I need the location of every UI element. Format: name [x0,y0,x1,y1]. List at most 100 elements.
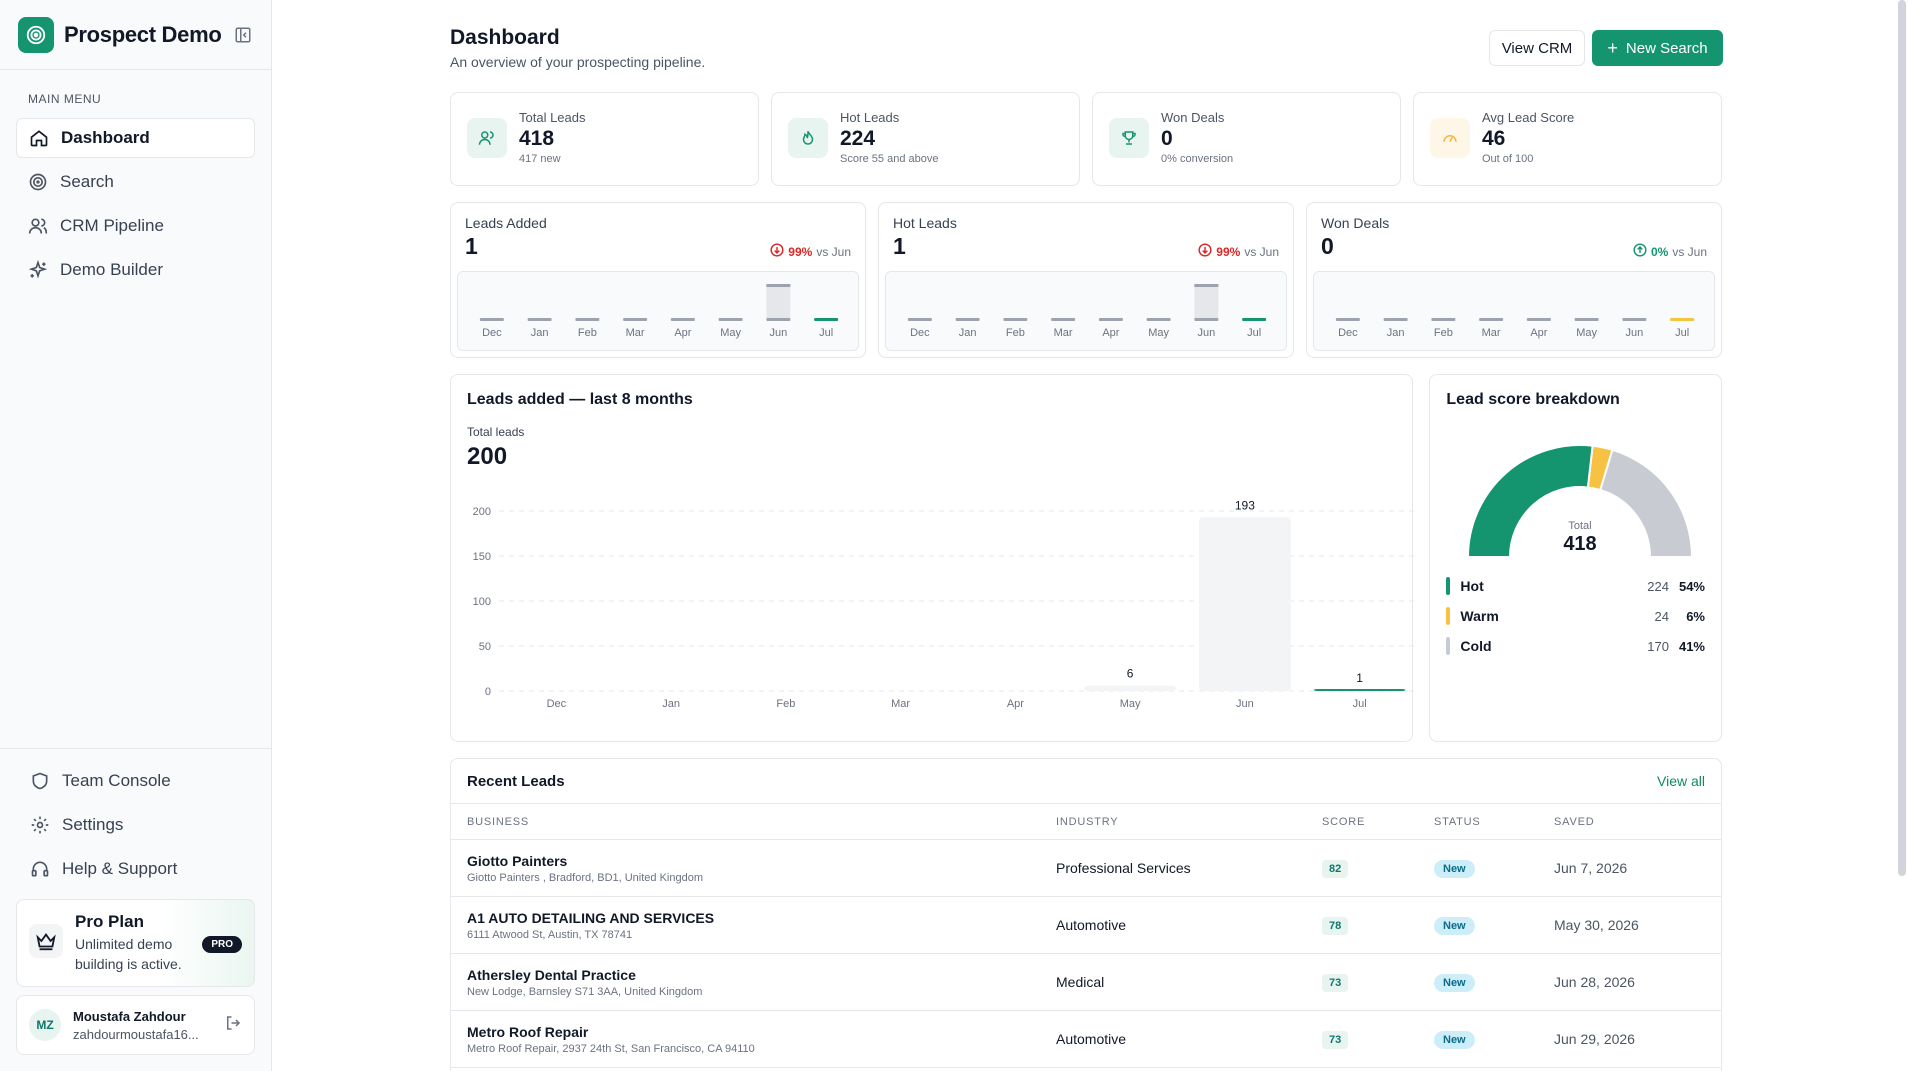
logout-icon[interactable] [224,1014,242,1037]
business-name[interactable]: A1 AUTO DETAILING AND SERVICES [467,909,715,926]
sidebar-item-settings[interactable]: Settings [16,805,255,845]
legend-row-cold: Cold 170 41% [1446,631,1705,661]
trend-value: 1 [465,233,478,259]
charts-row: Leads added — last 8 months Total leads … [450,374,1722,742]
home-icon [29,128,49,148]
stat-sub: Score 55 and above [840,153,939,165]
legend-swatch [1446,577,1451,595]
mini-chart-svg: Dec Jan Feb Mar Apr May Jun Jul [1335,318,1695,339]
sidebar-item-search[interactable]: Search [16,162,255,202]
mini-month-label: Jun [1626,327,1644,339]
trend-pct: 99% [788,244,813,259]
mini-chart: Dec Jan Feb Mar Apr May Jun Jul [885,271,1287,351]
business-address: Giotto Painters , Bradford, BD1, United … [467,871,704,884]
trend-label: Won Deals [1321,215,1390,231]
user-card[interactable]: MZ Moustafa Zahdour zahdourmoustafa16... [16,995,255,1055]
business-name[interactable]: Athersley Dental Practice [467,966,636,983]
stat-value: 0 [1161,127,1173,150]
arrow-down-circle-icon [770,243,784,260]
mini-bar [1526,318,1551,321]
stat-label: Hot Leads [840,110,900,125]
mini-month-label: May [1576,327,1597,339]
column-header[interactable]: STATUS [1434,815,1481,828]
legend-row-hot: Hot 224 54% [1446,571,1705,601]
lead-score-breakdown-card: Lead score breakdown Total 418 Hot 224 5… [1429,374,1722,742]
plan-card[interactable]: Pro Plan Unlimited demo building is acti… [16,899,255,987]
mini-bar-shade [1194,284,1219,318]
table-row[interactable]: Metro Roof Repair Metro Roof Repair, 2937… [451,1011,1721,1068]
trend-value: 1 [893,233,906,259]
new-search-button[interactable]: + New Search [1592,30,1723,66]
view-all-link[interactable]: View all [1657,773,1705,789]
legend-pct: 41% [1678,638,1705,654]
recent-leads-title: Recent Leads [467,772,565,790]
status-badge: New [1434,1030,1475,1049]
mini-bar [1574,318,1599,321]
business-address: New Lodge, Barnsley S71 3AA, United King… [467,985,703,998]
trend-label: Hot Leads [893,215,957,231]
target-icon [28,172,48,192]
legend-name: Hot [1460,578,1484,594]
sidebar-item-team-console[interactable]: Team Console [16,761,255,801]
view-crm-button[interactable]: View CRM [1489,30,1585,66]
app-logo-icon[interactable] [18,16,54,53]
scrollbar-thumb[interactable] [1898,0,1906,876]
mini-month-label: Jan [959,327,977,339]
new-search-label: New Search [1625,39,1708,57]
table-header: BUSINESS INDUSTRY SCORE STATUS SAVED [451,804,1721,840]
recent-leads-header: Recent Leads View all [451,759,1721,804]
industry-cell: Professional Services [1056,860,1191,876]
sparkles-icon [28,260,48,280]
y-tick-label: 150 [473,551,491,563]
donut-total-value: 418 [1564,533,1597,555]
table-row[interactable]: Athersley Dental Practice New Lodge, Barn… [451,954,1721,1011]
avatar: MZ [29,1009,61,1041]
mini-bar [479,318,504,321]
plus-icon: + [1607,38,1618,58]
page-scrollbar[interactable] [1898,0,1906,1071]
legend-count: 170 [1647,638,1669,654]
column-header[interactable]: SAVED [1554,815,1595,828]
mini-bar [907,318,932,321]
mini-month-label: Apr [674,327,691,339]
mini-bar [1622,318,1647,321]
table-row[interactable]: A1 AUTO DETAILING AND SERVICES 6111 Atwoo… [451,897,1721,954]
stat-card-avg-lead-score: Avg Lead Score 46 Out of 100 [1413,92,1722,186]
sidebar-item-dashboard[interactable]: Dashboard [16,118,255,158]
sidebar-item-demo-builder[interactable]: Demo Builder [16,250,255,290]
column-header[interactable]: INDUSTRY [1056,815,1119,828]
legend-pct: 54% [1678,578,1705,594]
column-header[interactable]: BUSINESS [467,815,530,828]
x-tick-label: Jan [662,698,680,710]
trend-delta: 99% vs Jun [770,243,851,260]
column-header[interactable]: SCORE [1322,815,1366,828]
business-name[interactable]: Metro Roof Repair [467,1023,589,1040]
mini-bar-peak [766,284,791,287]
trend-pct: 0% [1650,244,1669,259]
mini-month-label: Feb [1006,327,1025,339]
stat-value: 224 [840,127,876,150]
table-row[interactable]: Giotto Painters Giotto Painters , Bradfor… [451,840,1721,897]
sidebar-item-help-support[interactable]: Help & Support [16,849,255,889]
stats-row: Total Leads 418 417 new Hot Leads 224 Sc… [450,92,1722,186]
main-menu: Dashboard Search CRM Pipeline Demo Build… [0,118,271,290]
mini-chart-svg: Dec Jan Feb Mar Apr May Jun Jul [479,284,839,339]
business-name[interactable]: Giotto Painters [467,852,568,869]
stat-card-total-leads: Total Leads 418 417 new [450,92,759,186]
mini-bar [1670,318,1695,321]
stat-value: 46 [1482,127,1506,150]
mini-month-label: Dec [910,327,930,339]
sidebar-item-label: Settings [62,815,124,834]
mini-bar [670,318,695,321]
mini-bar [527,318,552,321]
collapse-sidebar-icon[interactable] [233,25,253,45]
gauge-icon [1430,118,1470,158]
sidebar: Prospect Demo MAIN MENU Dashboard Search… [0,0,272,1071]
mini-month-label: Mar [1054,327,1073,339]
sidebar-item-crm-pipeline[interactable]: CRM Pipeline [16,206,255,246]
stat-value: 418 [519,127,555,150]
sidebar-item-label: Help & Support [62,859,178,878]
bar [1313,689,1406,691]
mini-month-label: May [720,327,741,339]
mini-month-label: Apr [1102,327,1119,339]
